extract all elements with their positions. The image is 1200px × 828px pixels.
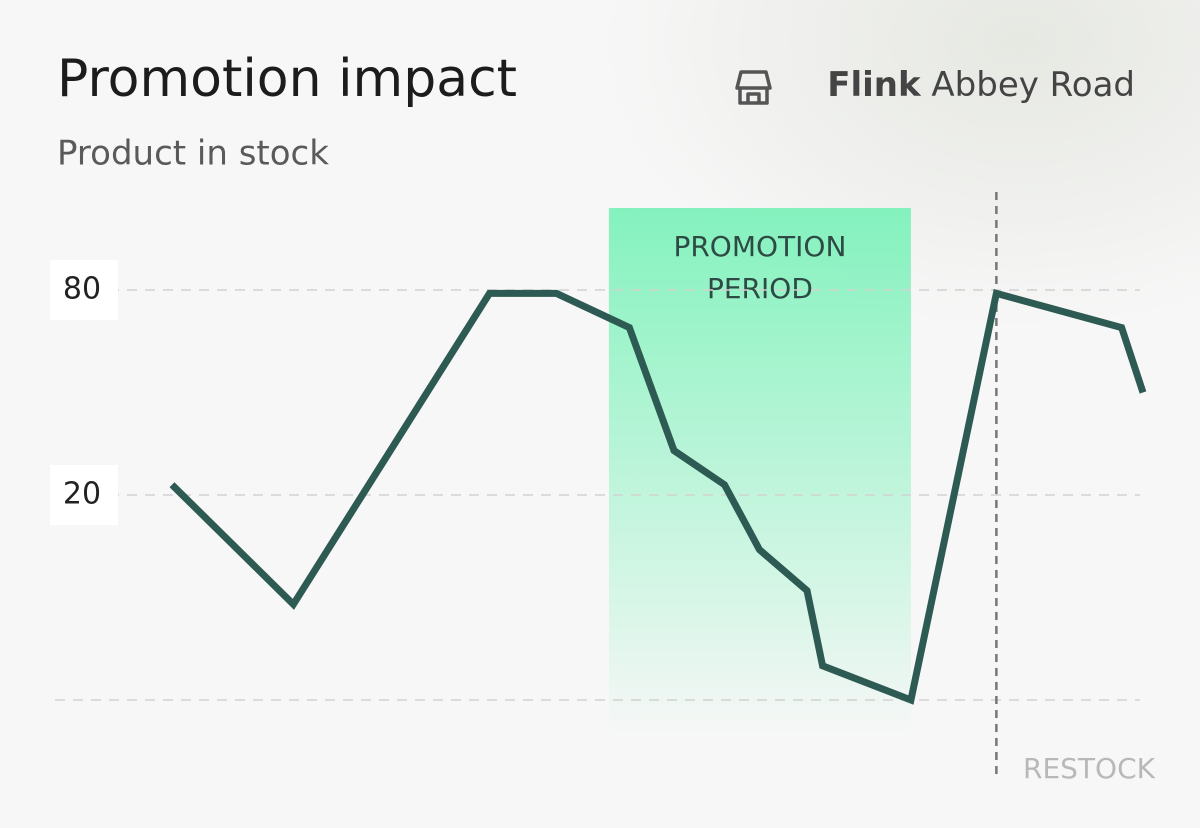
- plot: PROMOTION PERIOD 20 80 RESTOCK: [50, 192, 1156, 785]
- promotion-label: PERIOD: [707, 272, 813, 305]
- stock-line: [169, 289, 1147, 705]
- y-tick-label: 80: [63, 271, 101, 306]
- y-tick-label: 20: [63, 476, 101, 511]
- store-label: Flink Abbey Road: [827, 65, 1135, 105]
- restock-label: RESTOCK: [1023, 752, 1156, 785]
- y-tick-box: [50, 259, 118, 320]
- store-icon: [735, 70, 772, 105]
- y-tick-box: [50, 464, 118, 525]
- promotion-label: PROMOTION: [673, 230, 846, 263]
- chart-title: Promotion impact: [57, 49, 517, 109]
- store-brand: Flink: [827, 65, 922, 105]
- store-location: Abbey Road: [931, 65, 1135, 105]
- chart-subtitle: Product in stock: [57, 134, 329, 174]
- promotion-band: [608, 208, 911, 738]
